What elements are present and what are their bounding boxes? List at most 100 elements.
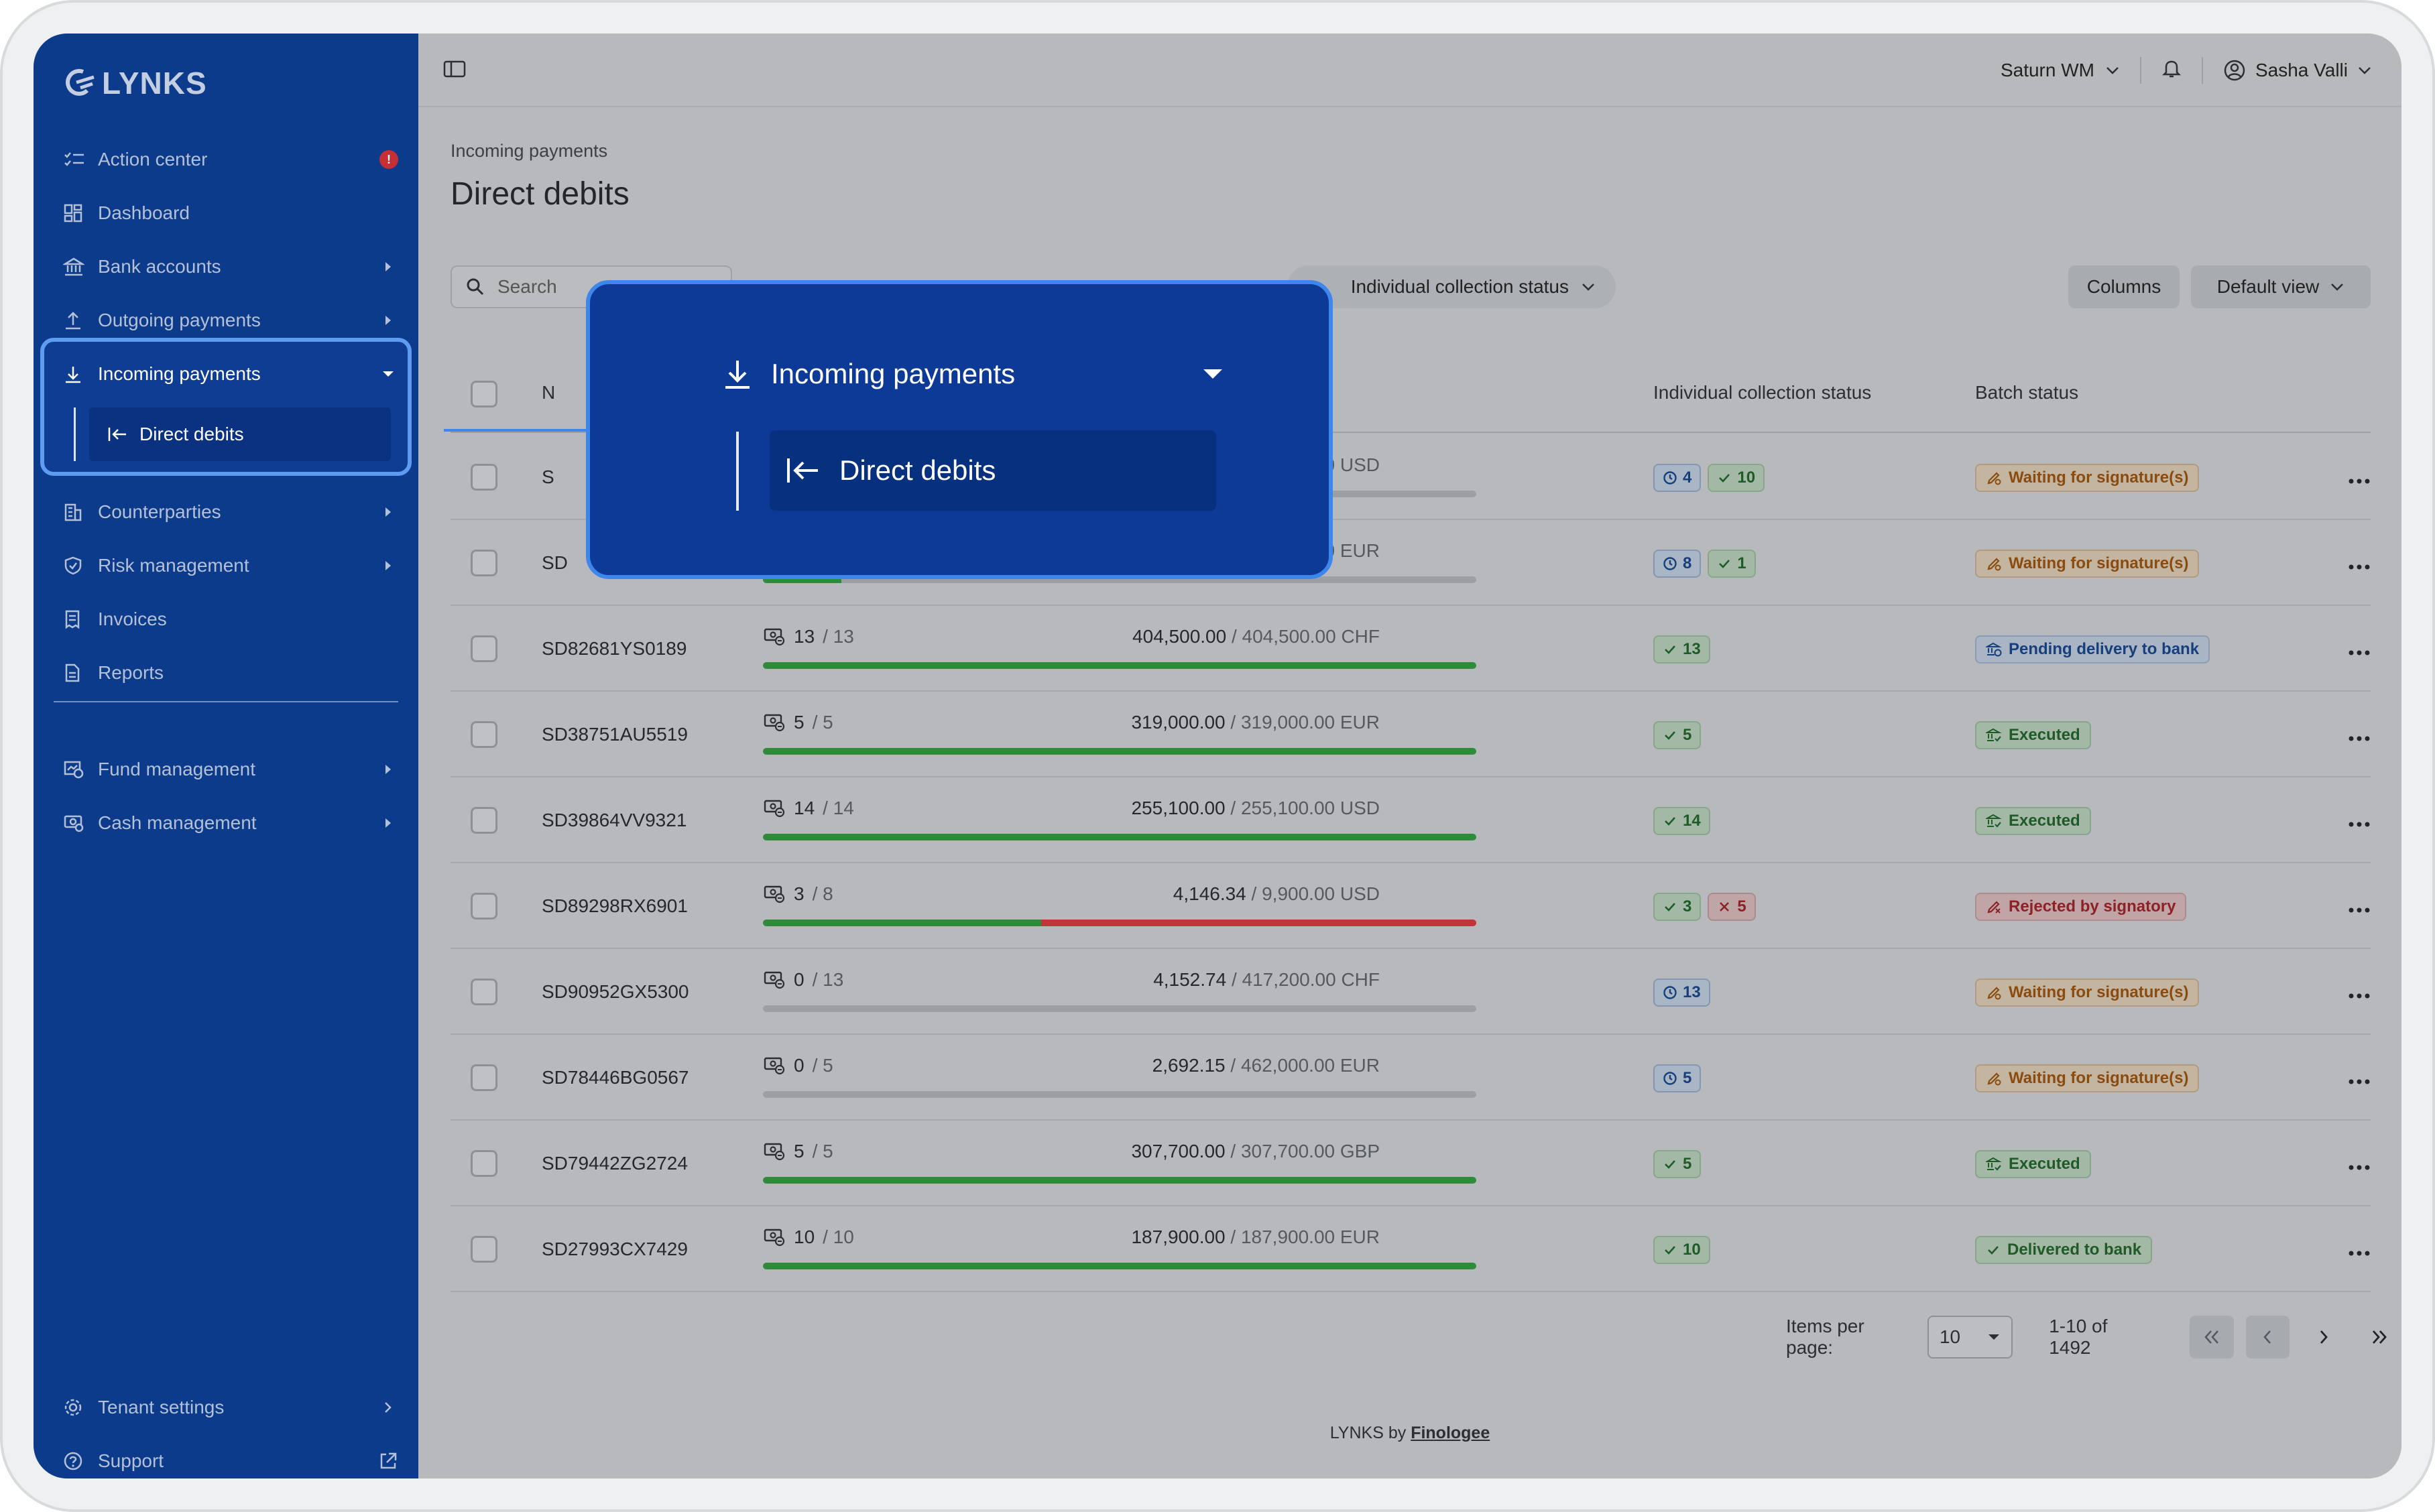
row-checkbox[interactable] — [471, 1064, 497, 1091]
row-actions-button[interactable] — [2348, 811, 2371, 832]
status-count-chip: 5 — [1708, 893, 1756, 921]
table-row[interactable]: SD78446BG0567 0 / 5 2,692.15 / 462,000.00 E… — [451, 1035, 2371, 1121]
sidebar-item-tenant-settings[interactable]: Tenant settings — [63, 1387, 398, 1428]
select-all-checkbox[interactable] — [471, 381, 497, 407]
row-actions-button[interactable] — [2348, 725, 2371, 747]
batch-id[interactable]: SD27993CX7429 — [542, 1239, 688, 1259]
row-checkbox[interactable] — [471, 807, 497, 834]
org-switcher[interactable]: Saturn WM — [2001, 60, 2120, 81]
collection-count: 13 / 13 — [763, 626, 854, 647]
last-page-button[interactable] — [2358, 1316, 2401, 1359]
first-page-button[interactable] — [2190, 1316, 2234, 1359]
row-checkbox[interactable] — [471, 550, 497, 576]
sidebar-item-bank-accounts[interactable]: Bank accounts — [63, 247, 398, 287]
table-row[interactable]: SD38751AU5519 5 / 5 319,000.00 / 319,000.00… — [451, 692, 2371, 777]
row-checkbox[interactable] — [471, 979, 497, 1005]
sidebar-item-reports[interactable]: Reports — [63, 653, 398, 693]
upload-icon — [63, 307, 93, 334]
previous-page-button[interactable] — [2245, 1316, 2290, 1359]
signature-pen-icon — [1987, 1072, 2001, 1086]
sidebar-item-risk-management[interactable]: Risk management — [63, 546, 398, 586]
chevron-down-icon — [2106, 67, 2119, 74]
row-actions-button[interactable] — [2348, 554, 2371, 575]
progress-collected — [763, 1177, 1476, 1184]
row-actions-button[interactable] — [2348, 1068, 2371, 1090]
row-checkbox[interactable] — [471, 893, 497, 920]
breadcrumb[interactable]: Incoming payments — [451, 141, 608, 161]
table-row[interactable]: SD82681YS0189 13/ 13 404,500.00 / 404,500.… — [451, 606, 2371, 692]
row-checkbox[interactable] — [471, 1236, 497, 1263]
sidebar-item-invoices[interactable]: Invoices — [63, 599, 398, 639]
dashboard-icon — [63, 200, 93, 227]
column-header-batch-status[interactable]: Batch status — [1975, 382, 2079, 403]
sidebar-item-cash-management[interactable]: Cash management — [63, 803, 398, 843]
row-checkbox[interactable] — [471, 721, 497, 748]
row-actions-button[interactable] — [2348, 639, 2371, 661]
sidebar-item-fund-management[interactable]: Fund management — [63, 749, 398, 790]
total-count: / 8 — [812, 883, 833, 904]
items-per-page-select[interactable]: 10 — [1927, 1316, 2013, 1359]
table-row[interactable]: SD39864VV9321 14/ 14 255,100.00 / 255,100.… — [451, 777, 2371, 863]
sidebar-item-action-center[interactable]: Action center ! — [63, 139, 398, 180]
progress-collected — [763, 748, 1476, 755]
row-actions-button[interactable] — [2348, 1240, 2371, 1261]
view-selector[interactable]: Default view — [2191, 265, 2371, 308]
sidebar-item-outgoing-payments[interactable]: Outgoing payments — [63, 300, 398, 340]
table-row[interactable]: SD79442ZG2724 5 / 5 307,700.00 / 307,700.00… — [451, 1121, 2371, 1206]
batch-id[interactable]: SD — [542, 552, 568, 573]
sidebar-item-incoming-payments[interactable]: Incoming payments — [63, 354, 398, 394]
sidebar-toggle-icon[interactable] — [442, 59, 467, 82]
bank-check-icon — [1986, 728, 2002, 742]
batch-id[interactable]: S — [542, 466, 554, 487]
next-page-button[interactable] — [2302, 1316, 2345, 1359]
table-row[interactable]: SD27993CX7429 10/ 10 187,900.00 / 187,900.… — [451, 1206, 2371, 1292]
columns-button[interactable]: Columns — [2068, 265, 2180, 308]
user-menu[interactable]: Sasha Valli — [2223, 59, 2372, 82]
table-row[interactable]: SD90952GX5300 0 / 13 4,152.74 / 417,200.00 … — [451, 949, 2371, 1035]
column-header-name[interactable]: N — [542, 382, 556, 403]
row-checkbox[interactable] — [471, 635, 497, 662]
batch-id[interactable]: SD39864VV9321 — [542, 810, 687, 830]
sidebar-item-dashboard[interactable]: Dashboard — [63, 193, 398, 233]
batch-id[interactable]: SD78446BG0567 — [542, 1067, 689, 1088]
collection-progress-bar — [763, 748, 1476, 755]
footer-link[interactable]: Finologee — [1411, 1424, 1490, 1442]
batch-status: Executed — [1975, 721, 2091, 749]
status-badge: Rejected by signatory — [1975, 893, 2187, 921]
more-horizontal-icon — [2349, 993, 2370, 999]
status-badge-label: Pending delivery to bank — [2009, 640, 2200, 658]
alert-badge: ! — [379, 150, 398, 169]
document-icon — [63, 659, 93, 686]
row-actions-button[interactable] — [2348, 983, 2371, 1004]
row-actions-button[interactable] — [2348, 468, 2371, 489]
bell-icon[interactable] — [2161, 58, 2182, 84]
callout-incoming-payments[interactable]: Incoming payments — [721, 354, 1224, 394]
batch-id[interactable]: SD90952GX5300 — [542, 981, 689, 1002]
filter-individual-status[interactable]: Individual collection status — [1287, 265, 1616, 308]
sidebar-item-label: Risk management — [98, 555, 249, 576]
items-per-page-label: Items per page: — [1786, 1316, 1864, 1358]
row-actions-button[interactable] — [2348, 1154, 2371, 1176]
batch-id[interactable]: SD89298RX6901 — [542, 895, 688, 916]
row-checkbox[interactable] — [471, 464, 497, 491]
table-row[interactable]: SD89298RX6901 3 / 8 4,146.34 / 9,900.00 USD… — [451, 863, 2371, 949]
items-per-page-value: 10 — [1939, 1326, 1961, 1347]
batch-id[interactable]: SD82681YS0189 — [542, 638, 687, 659]
more-horizontal-icon — [2349, 650, 2370, 655]
row-checkbox[interactable] — [471, 1150, 497, 1177]
sidebar-subitem-direct-debits[interactable]: Direct debits — [107, 414, 389, 454]
sidebar-item-support[interactable]: Support — [63, 1441, 398, 1478]
sidebar-item-counterparties[interactable]: Counterparties — [63, 492, 398, 532]
callout-direct-debits[interactable]: Direct debits — [770, 430, 1216, 511]
gear-icon — [63, 1394, 93, 1421]
chip-count: 14 — [1683, 812, 1701, 830]
row-actions-button[interactable] — [2348, 897, 2371, 918]
money-refresh-icon — [764, 885, 785, 903]
batch-id[interactable]: SD79442ZG2724 — [542, 1153, 688, 1174]
status-count-chip: 13 — [1653, 979, 1710, 1007]
money-refresh-icon — [764, 1057, 785, 1075]
logo[interactable]: LYNKS — [63, 50, 207, 117]
batch-id[interactable]: SD38751AU5519 — [542, 724, 688, 745]
column-header-individual-status[interactable]: Individual collection status — [1653, 382, 1872, 403]
